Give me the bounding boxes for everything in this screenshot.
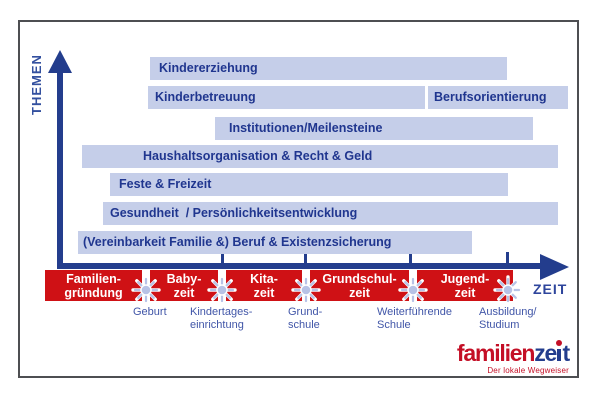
- milestone-line1: Ausbildung/: [479, 306, 537, 318]
- phase-label-line1: Jugend-: [440, 272, 490, 286]
- phase-label-line2: zeit: [173, 286, 195, 300]
- milestone-line1: Weiterführende: [377, 306, 453, 318]
- x-axis-line: [57, 263, 542, 269]
- axis-tick: [304, 252, 307, 263]
- phase-label-line1: Kita-: [250, 272, 278, 286]
- logo-tagline: Der lokale Wegweiser: [487, 366, 569, 375]
- familienzeit-logo: familienze t Der lokale Wegweiser: [437, 340, 571, 375]
- theme-bar-label: Kindererziehung: [159, 61, 258, 75]
- theme-bar: Kindererziehung: [150, 57, 507, 80]
- milestone-line1: Geburt: [133, 306, 167, 318]
- x-axis-label: ZEIT: [533, 281, 568, 297]
- phase-label-line1: Familien-: [66, 272, 121, 286]
- logo-wordmark: familienze t: [437, 340, 571, 366]
- theme-bar: Institutionen/Meilensteine: [215, 117, 533, 140]
- y-axis-line: [57, 70, 63, 263]
- milestone-label: Weiterführende Schule: [377, 306, 452, 331]
- timeline-phase: Baby- zeit: [150, 270, 218, 301]
- timeline-phase: Kita- zeit: [226, 270, 302, 301]
- theme-bar-label: Berufsorientierung: [434, 90, 547, 104]
- milestone-sun-icon: [207, 275, 237, 305]
- theme-bar: (Vereinbarkeit Familie &) Beruf & Existe…: [78, 231, 472, 254]
- logo-word-red: familien: [456, 340, 536, 366]
- timeline-phase: Familien- gründung: [45, 270, 142, 301]
- axis-tick: [221, 252, 224, 263]
- axis-tick: [409, 252, 412, 263]
- milestone-label: Grund- schule: [288, 306, 322, 331]
- milestone-line1: Grund-: [288, 306, 323, 318]
- timeline-phase: Jugend- zeit: [417, 270, 513, 301]
- milestone-sun-icon: [398, 275, 428, 305]
- phase-label-line1: Baby-: [166, 272, 202, 286]
- phase-label-line2: zeit: [253, 286, 275, 300]
- theme-bar-label: Feste & Freizeit: [119, 177, 212, 191]
- milestone-line2: Studium: [479, 318, 520, 331]
- theme-bar-label: Gesundheit / Persönlichkeitsentwicklung: [110, 206, 358, 220]
- milestone-line1: Kindertages-: [190, 306, 253, 318]
- theme-bar: Berufsorientierung: [428, 86, 568, 109]
- theme-bar: Gesundheit / Persönlichkeitsentwicklung: [103, 202, 558, 225]
- theme-bar-label: Haushaltsorganisation & Recht & Geld: [143, 149, 373, 163]
- axis-tick: [506, 252, 509, 263]
- theme-bar-label: Kinderbetreuung: [155, 90, 256, 104]
- milestone-line2: Schule: [377, 318, 411, 331]
- logo-i-red-dot-icon: [556, 340, 563, 361]
- phase-label-line2: zeit: [349, 286, 370, 300]
- phase-label-line2: zeit: [454, 286, 476, 300]
- logo-word-blue: t: [562, 340, 571, 366]
- theme-bar: Feste & Freizeit: [110, 173, 508, 196]
- y-axis-arrowhead-icon: [48, 50, 72, 73]
- theme-bar: Kinderbetreuung: [148, 86, 425, 109]
- milestone-label: Geburt: [133, 306, 167, 319]
- phase-label-line2: gründung: [64, 286, 123, 300]
- logo-word-blue: ze: [534, 340, 557, 366]
- milestone-line2: einrichtung: [190, 318, 244, 331]
- milestone-line2: schule: [288, 318, 320, 331]
- y-axis-label: THEMEN: [29, 54, 44, 115]
- timeline-phase: Grundschul- zeit: [310, 270, 409, 301]
- milestone-sun-icon: [131, 275, 161, 305]
- milestone-sun-icon: [493, 275, 523, 305]
- phase-label-line1: Grundschul-: [322, 272, 397, 286]
- milestone-label: Ausbildung/ Studium: [479, 306, 537, 331]
- theme-bar: Haushaltsorganisation & Recht & Geld: [82, 145, 558, 168]
- x-axis-arrowhead-icon: [540, 254, 569, 280]
- theme-bar-label: Institutionen/Meilensteine: [229, 121, 383, 135]
- milestone-label: Kindertages- einrichtung: [190, 306, 252, 331]
- milestone-sun-icon: [291, 275, 321, 305]
- theme-bar-label: (Vereinbarkeit Familie &) Beruf & Existe…: [83, 235, 392, 249]
